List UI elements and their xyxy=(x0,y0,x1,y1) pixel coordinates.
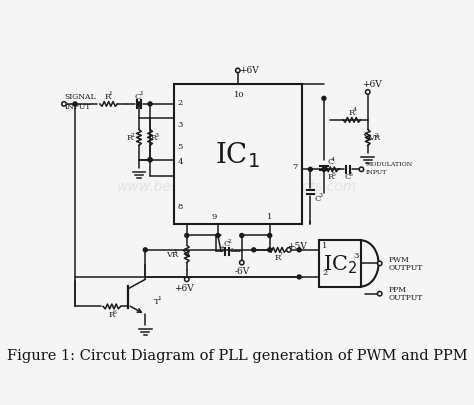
Text: OUTPUT: OUTPUT xyxy=(389,293,423,301)
Text: Figure 1: Circut Diagram of PLL generation of PWM and PPM: Figure 1: Circut Diagram of PLL generati… xyxy=(7,348,467,362)
Text: R: R xyxy=(109,311,115,319)
Circle shape xyxy=(73,103,77,107)
Text: 2: 2 xyxy=(322,269,328,277)
Text: 5: 5 xyxy=(348,171,353,176)
Text: C: C xyxy=(314,194,321,202)
Text: 1: 1 xyxy=(139,91,143,96)
Text: 3: 3 xyxy=(353,252,358,260)
Text: IC$_2$: IC$_2$ xyxy=(323,252,357,275)
Text: R: R xyxy=(105,93,111,101)
Circle shape xyxy=(236,69,240,73)
Text: 3: 3 xyxy=(319,193,322,198)
Text: R: R xyxy=(327,173,333,181)
Circle shape xyxy=(216,234,220,238)
Circle shape xyxy=(268,248,272,252)
Text: OUTPUT: OUTPUT xyxy=(389,263,423,271)
Text: R: R xyxy=(274,254,281,261)
Text: 6: 6 xyxy=(113,309,117,314)
Circle shape xyxy=(322,97,326,101)
Circle shape xyxy=(239,261,244,265)
Circle shape xyxy=(297,248,301,252)
Circle shape xyxy=(62,102,66,107)
Circle shape xyxy=(148,103,152,107)
Text: +6V: +6V xyxy=(239,66,259,75)
Circle shape xyxy=(268,234,272,238)
Text: www.bestengineeringprojects.com: www.bestengineeringprojects.com xyxy=(117,179,357,194)
Text: -: - xyxy=(230,245,233,251)
Text: 3: 3 xyxy=(178,121,183,128)
Text: 7: 7 xyxy=(278,252,283,257)
Circle shape xyxy=(184,277,189,282)
Bar xyxy=(319,241,361,287)
Text: +: + xyxy=(219,245,225,251)
Circle shape xyxy=(365,90,370,95)
Circle shape xyxy=(148,158,152,162)
Text: INPUT: INPUT xyxy=(365,170,387,175)
Text: C: C xyxy=(223,240,230,248)
Text: C: C xyxy=(135,93,141,101)
Text: SIGNAL: SIGNAL xyxy=(65,93,96,101)
Text: T: T xyxy=(154,297,159,305)
Text: PPM: PPM xyxy=(389,285,407,293)
Text: 4: 4 xyxy=(331,156,335,161)
Text: +6V: +6V xyxy=(173,283,193,292)
Text: PWM: PWM xyxy=(389,255,409,263)
Text: R: R xyxy=(349,109,355,117)
Text: 7: 7 xyxy=(292,162,298,170)
Text: 8: 8 xyxy=(178,202,183,211)
Circle shape xyxy=(297,275,301,279)
Circle shape xyxy=(252,248,256,252)
Text: IC$_1$: IC$_1$ xyxy=(215,139,260,169)
Text: R: R xyxy=(150,134,156,142)
Text: C: C xyxy=(345,173,351,181)
Bar xyxy=(174,85,301,224)
Text: 2: 2 xyxy=(178,98,183,106)
Text: 2: 2 xyxy=(228,238,231,243)
Circle shape xyxy=(377,262,382,266)
Text: 5: 5 xyxy=(331,171,335,176)
Text: C: C xyxy=(327,158,334,166)
Circle shape xyxy=(359,168,364,172)
Text: 1: 1 xyxy=(173,249,177,254)
Text: VR: VR xyxy=(166,250,179,258)
Text: 10: 10 xyxy=(234,90,245,98)
Circle shape xyxy=(240,234,244,238)
Text: 1: 1 xyxy=(267,212,273,220)
Circle shape xyxy=(137,103,141,107)
Text: 4: 4 xyxy=(353,107,356,112)
Text: -6V: -6V xyxy=(234,266,249,275)
Circle shape xyxy=(287,248,291,252)
Text: 1: 1 xyxy=(322,241,328,249)
Text: 2: 2 xyxy=(375,132,379,137)
Text: VR: VR xyxy=(368,134,380,142)
Text: MODULATION: MODULATION xyxy=(365,162,412,167)
Circle shape xyxy=(309,168,312,172)
Circle shape xyxy=(185,234,189,238)
Text: +5V: +5V xyxy=(287,241,307,250)
Text: INPUT: INPUT xyxy=(65,102,91,110)
Circle shape xyxy=(143,248,147,252)
Circle shape xyxy=(377,292,382,296)
Circle shape xyxy=(322,168,326,172)
Text: 1: 1 xyxy=(109,91,113,96)
Text: R: R xyxy=(126,134,132,142)
Text: 1: 1 xyxy=(157,296,161,301)
Text: +6V: +6V xyxy=(362,80,382,89)
Text: 2: 2 xyxy=(130,132,134,137)
Text: 5: 5 xyxy=(178,143,183,151)
Text: 9: 9 xyxy=(211,212,217,220)
Circle shape xyxy=(148,158,152,162)
Text: 3: 3 xyxy=(154,132,158,137)
Text: 4: 4 xyxy=(178,157,183,165)
